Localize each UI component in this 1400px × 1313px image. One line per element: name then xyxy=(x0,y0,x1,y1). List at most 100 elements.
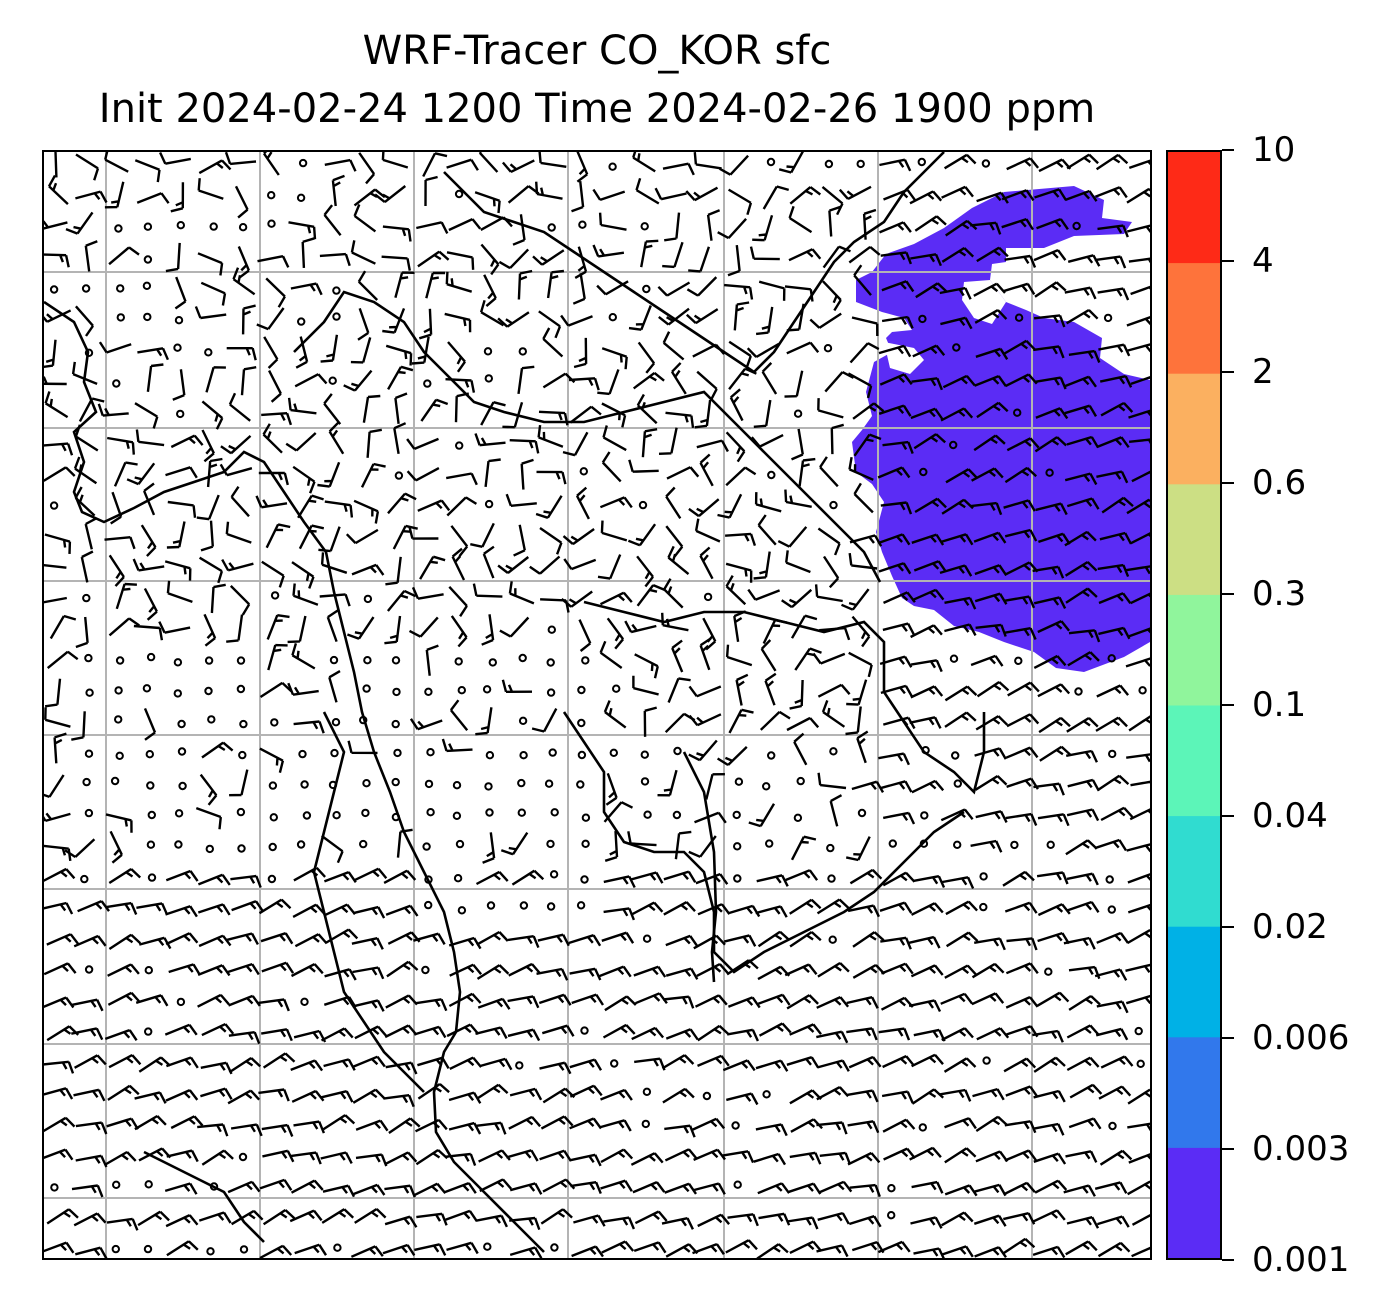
wind-barb xyxy=(448,218,482,232)
wind-barb xyxy=(846,1027,878,1041)
wind-barb xyxy=(482,832,496,864)
wind-barb xyxy=(971,962,1005,979)
wind-barb xyxy=(1003,1057,1037,1073)
calm-wind-marker xyxy=(114,686,123,695)
wind-barb xyxy=(643,706,658,737)
wind-barb xyxy=(944,1184,978,1197)
wind-barb xyxy=(542,1087,576,1104)
wind-barb xyxy=(507,935,540,949)
wind-barb xyxy=(632,371,665,390)
wind-barb xyxy=(1097,224,1129,238)
wind-barb xyxy=(1100,806,1134,822)
wind-barb xyxy=(44,707,71,728)
wind-barb xyxy=(385,994,418,1009)
wind-barb xyxy=(688,498,720,518)
calm-wind-marker xyxy=(204,348,213,357)
calm-wind-marker xyxy=(296,193,306,202)
wind-barb xyxy=(1096,470,1129,484)
wind-barb xyxy=(663,578,684,609)
wind-barb xyxy=(671,639,684,673)
wind-barb xyxy=(661,1217,694,1230)
map-canvas xyxy=(44,152,1150,1258)
wind-barb xyxy=(509,439,540,454)
calm-wind-marker xyxy=(300,780,309,789)
wind-barb xyxy=(568,377,600,391)
wind-barb xyxy=(262,1149,295,1163)
wind-barb xyxy=(624,620,657,634)
wind-barb xyxy=(205,366,226,393)
wind-barb xyxy=(817,1211,850,1225)
wind-barb xyxy=(201,400,224,430)
wind-barb xyxy=(1004,901,1038,914)
calm-wind-marker xyxy=(116,284,125,293)
colorbar-tick xyxy=(1222,482,1234,484)
wind-barb xyxy=(1033,1152,1067,1165)
wind-barb xyxy=(727,188,753,216)
calm-wind-marker xyxy=(173,689,183,698)
calm-wind-marker xyxy=(483,347,493,356)
wind-barb xyxy=(944,711,977,728)
wind-barb xyxy=(108,933,142,951)
calm-wind-marker xyxy=(484,374,493,383)
wind-barb xyxy=(575,486,590,520)
calm-wind-marker xyxy=(452,811,462,820)
wind-barb xyxy=(237,246,251,279)
wind-barb xyxy=(630,871,664,884)
calm-wind-marker xyxy=(302,811,312,820)
wind-barb xyxy=(973,1214,1007,1227)
wind-barb xyxy=(602,1023,636,1039)
wind-barb xyxy=(540,1208,573,1225)
wind-barb xyxy=(197,993,230,1008)
wind-barb xyxy=(974,592,1008,605)
wind-barb xyxy=(1005,812,1038,826)
wind-barb xyxy=(1037,683,1071,698)
wind-barb xyxy=(696,963,730,977)
wind-barb xyxy=(174,276,187,310)
wind-barb xyxy=(484,458,501,488)
wind-barb xyxy=(446,251,475,270)
wind-barb xyxy=(665,525,684,558)
wind-barb xyxy=(912,344,946,358)
wind-barb xyxy=(1037,620,1071,634)
wind-barb xyxy=(537,933,570,947)
calm-wind-marker xyxy=(577,750,587,760)
wind-barb xyxy=(353,499,380,524)
wind-barb xyxy=(265,277,286,308)
wind-barb xyxy=(569,967,602,981)
wind-barb xyxy=(381,152,409,169)
calm-wind-marker xyxy=(49,501,59,510)
wind-barb xyxy=(1003,595,1036,609)
wind-barb xyxy=(666,466,700,480)
wind-barb xyxy=(1064,189,1098,202)
wind-barb xyxy=(294,373,328,388)
wind-barb xyxy=(941,1027,974,1042)
wind-barb xyxy=(509,1246,543,1258)
wind-barb xyxy=(605,772,618,806)
wind-barb xyxy=(393,422,407,454)
wind-barb xyxy=(107,436,135,455)
wind-barb xyxy=(634,1057,666,1071)
wind-barb xyxy=(84,517,98,550)
wind-barb xyxy=(630,901,664,916)
wind-barb xyxy=(231,900,264,913)
wind-barb xyxy=(105,901,138,915)
wind-barb xyxy=(449,1056,483,1070)
wind-barb xyxy=(230,1209,264,1226)
wind-barb xyxy=(974,309,1008,324)
wind-barb xyxy=(755,905,788,918)
wind-barb xyxy=(637,341,656,374)
wind-barb xyxy=(726,1092,759,1106)
calm-wind-marker xyxy=(732,810,741,820)
wind-barb xyxy=(728,708,754,734)
wind-barb xyxy=(352,1055,386,1068)
wind-barb xyxy=(201,1149,234,1166)
wind-barb xyxy=(908,935,941,949)
wind-barb xyxy=(1033,1056,1066,1073)
wind-barb xyxy=(1036,217,1069,230)
calm-wind-marker xyxy=(608,162,617,171)
wind-barb xyxy=(411,336,430,365)
wind-barb xyxy=(1004,1149,1038,1162)
wind-barb xyxy=(1066,716,1099,733)
wind-barb xyxy=(200,1087,233,1100)
wind-barb xyxy=(1128,438,1150,444)
